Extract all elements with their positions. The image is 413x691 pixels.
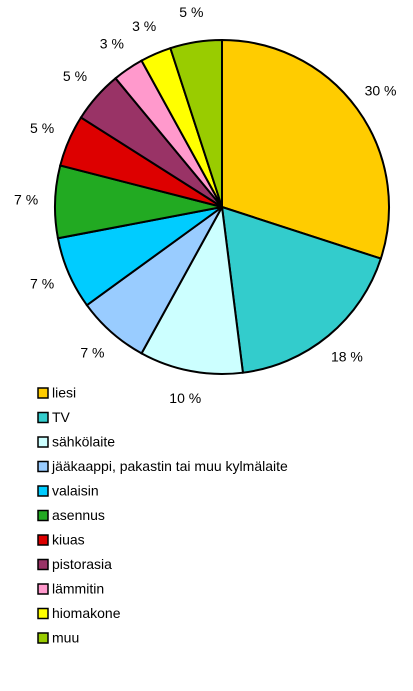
data-label: 7 % [14, 192, 38, 208]
legend-swatch [37, 607, 49, 620]
legend-label: hiomakone [52, 605, 121, 621]
pie-slice [221, 38, 390, 260]
legend-label: TV [52, 409, 71, 425]
data-label: 3 % [132, 18, 156, 34]
data-label: 7 % [30, 276, 54, 292]
legend-swatch [37, 583, 49, 595]
data-label: 5 % [63, 68, 87, 84]
legend-label: kiuas [52, 532, 85, 548]
pie-slice [220, 205, 383, 374]
data-label: 5 % [179, 4, 203, 20]
legend-label: muu [52, 630, 79, 646]
legend-label: liesi [52, 385, 76, 401]
legend-label: jääkaappi, pakastin tai muu kylmälaite [51, 458, 288, 474]
data-label: 5 % [30, 120, 54, 136]
legend-label: asennus [52, 507, 105, 523]
pie-slice [140, 203, 245, 375]
legend-swatch [37, 411, 49, 424]
legend-label: valaisin [52, 483, 99, 499]
legend-swatch [37, 387, 49, 399]
legend-label: pistorasia [52, 556, 112, 572]
legend-swatch [37, 485, 49, 497]
legend-swatch [37, 460, 49, 473]
pie-slice [169, 38, 223, 208]
data-label: 30 % [365, 82, 397, 98]
data-label: 3 % [100, 36, 124, 52]
legend-swatch [37, 436, 49, 448]
legend-label: lämmitin [52, 581, 104, 597]
legend-swatch [37, 509, 49, 522]
legend-swatch [37, 534, 49, 546]
legend-swatch [37, 632, 49, 644]
legend-swatch [37, 558, 49, 571]
legend-label: sähkölaite [52, 434, 115, 450]
data-label: 10 % [169, 390, 201, 406]
data-label: 18 % [331, 349, 363, 365]
data-label: 7 % [80, 345, 104, 361]
